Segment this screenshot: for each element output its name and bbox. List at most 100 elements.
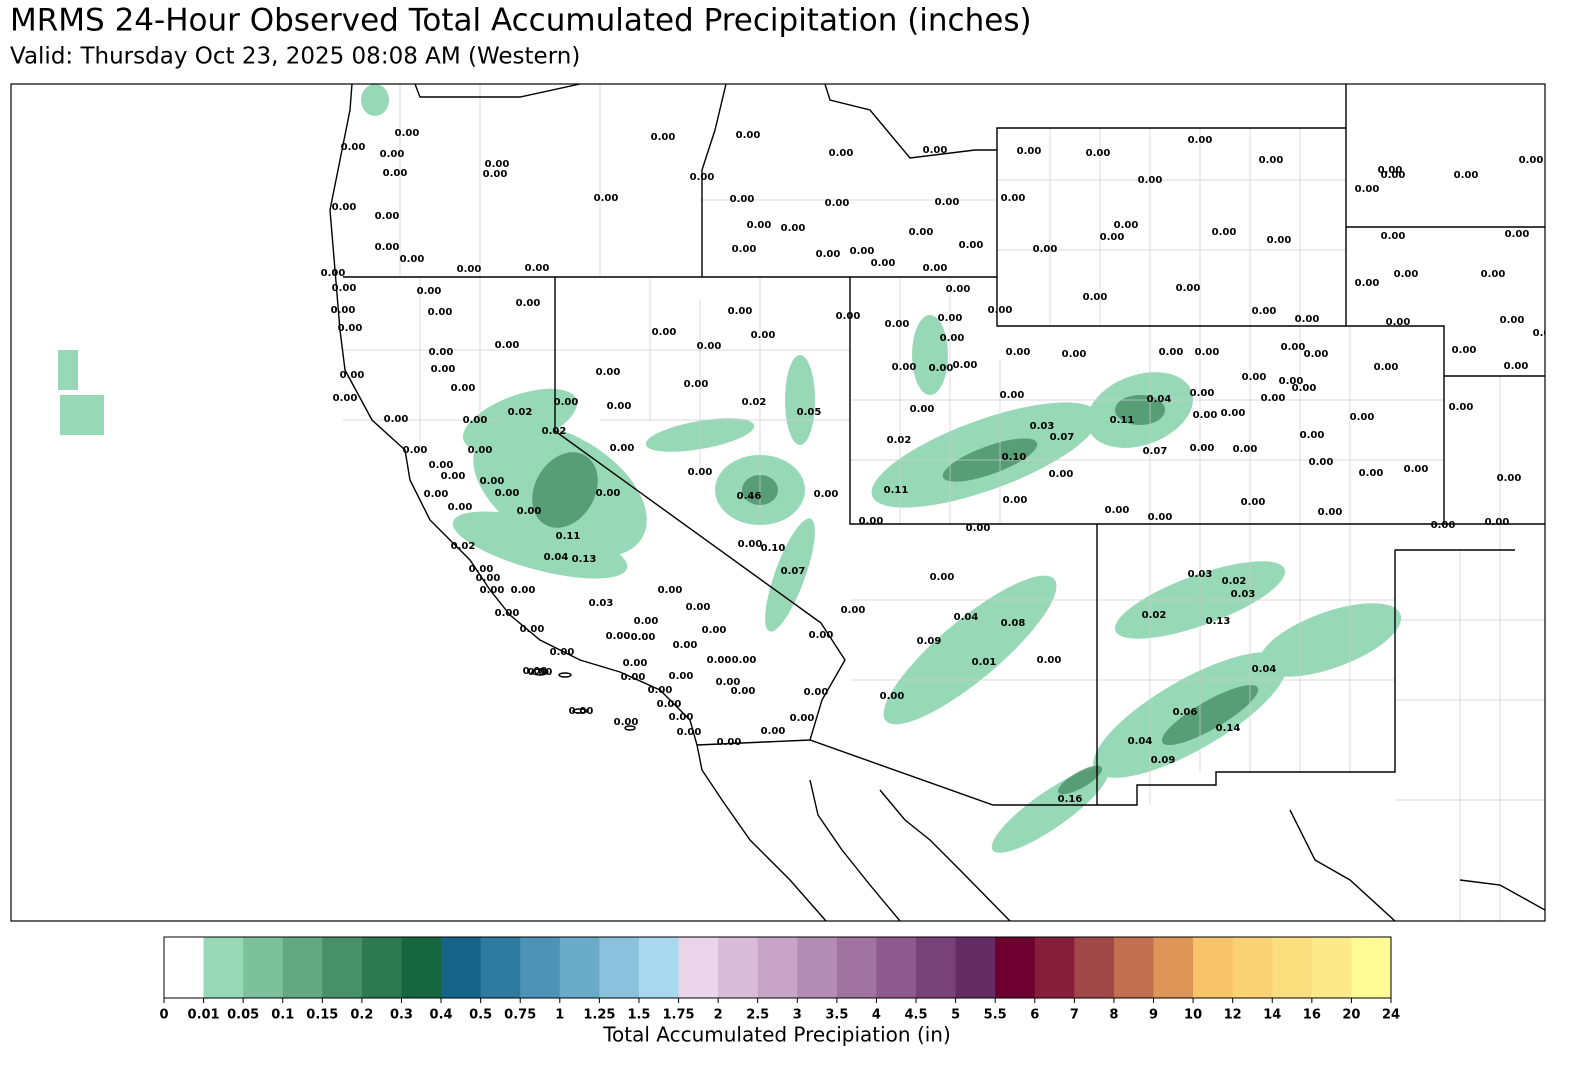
station-label: 0.00 [953,360,978,371]
station-label: 0.00 [1355,184,1380,195]
station-label: 0.00 [657,699,682,710]
station-label: 0.00 [1281,342,1306,353]
station-label: 0.00 [1519,155,1544,166]
station-label: 0.00 [495,340,520,351]
colorbar-swatch [441,937,482,998]
station-label: 0.00 [929,363,954,374]
station-label: 0.00 [790,713,815,724]
station-label: 0.03 [1030,421,1055,432]
colorbar-swatch [876,937,917,998]
station-label: 0.14 [1216,723,1241,734]
station-label: 0.10 [761,543,786,554]
station-label: 0.00 [428,307,453,318]
colorbar-tick-label: 0.2 [350,1008,373,1023]
station-label: 0.00 [923,263,948,274]
station-label: 0.00 [761,726,786,737]
colorbar-swatch [1074,937,1115,998]
colorbar-tick-label: 10 [1184,1008,1202,1023]
station-label: 0.00 [1374,362,1399,373]
station-label: 0.00 [321,268,346,279]
station-label: 0.00 [910,404,935,415]
station-label: 0.00 [738,539,763,550]
station-label: 0.00 [747,220,772,231]
colorbar-tick-label: 1.75 [663,1008,695,1023]
colorbar-tick-label: 6 [1030,1008,1039,1023]
station-label: 0.00 [1242,372,1267,383]
station-label: 0.00 [1504,361,1529,372]
station-label: 0.00 [457,264,482,275]
station-label: 0.00 [550,647,575,658]
colorbar-swatch [401,937,442,998]
title: MRMS 24-Hour Observed Total Accumulated … [10,3,1032,39]
colorbar-tick-label: 0.05 [227,1008,259,1023]
station-label: 0.00 [736,130,761,141]
colorbar-swatch [282,937,323,998]
station-label: 0.00 [880,691,905,702]
station-label: 0.00 [1049,469,1074,480]
station-label: 0.00 [1404,464,1429,475]
colorbar: 0 0.01 0.05 0.1 0.15 0.2 0.3 0.4 0.5 0.75 1 1.25 1.5… [159,936,1400,1023]
station-label: 0.06 [1173,707,1198,718]
station-label: 0.00 [648,685,673,696]
station-label: 0.00 [1159,347,1184,358]
station-label: 0.00 [517,506,542,517]
station-label: 0.00 [940,333,965,344]
colorbar-tick-label: 1.25 [583,1008,615,1023]
colorbar-swatch [164,937,205,998]
station-label: 0.00 [610,443,635,454]
station-label: 0.00 [988,305,1013,316]
colorbar-swatch [718,937,759,998]
station-label: 0.00 [1485,517,1510,528]
station-label: 0.00 [448,502,473,513]
station-label: 0.00 [424,489,449,500]
station-label: 0.00 [1481,269,1506,280]
station-label: 0.00 [859,516,884,527]
station-label: 0.11 [884,485,909,496]
colorbar-swatch [757,937,798,998]
station-label: 0.05 [797,407,822,418]
station-label: 0.00 [1100,232,1125,243]
station-label: 0.00 [1188,135,1213,146]
colorbar-tick-label: 3 [793,1008,802,1023]
colorbar-tick-label: 7 [1070,1008,1079,1023]
colorbar-tick-label: 2 [714,1008,723,1023]
station-label: 0.00 [1454,170,1479,181]
station-labels: 0.020.020.110.04 0.130.020.030.020.050.46… [321,128,1545,805]
colorbar-swatch [1311,937,1352,998]
station-label: 0.00 [417,286,442,297]
colorbar-tick-label: 8 [1109,1008,1118,1023]
station-label: 0.00 [634,616,659,627]
colorbar-swatch [1232,937,1273,998]
station-label: 0.00 [1355,278,1380,289]
station-label: 0.00 [403,445,428,456]
station-label: 0.02 [542,426,567,437]
station-label: 0.00 [1279,376,1304,387]
borders [329,84,1545,921]
station-label: 0.00 [825,198,850,209]
station-label: 0.00 [1003,495,1028,506]
station-label: 0.00 [909,227,934,238]
station-label: 0.00 [1497,473,1522,484]
colorbar-tick-label: 9 [1149,1008,1158,1023]
station-label: 0.00 [1190,388,1215,399]
station-label: 0.00 [669,671,694,682]
station-label: 0.00 [809,630,834,641]
station-label: 0.00 [596,367,621,378]
station-label: 0.04 [544,552,569,563]
station-label: 0.00 [959,240,984,251]
station-label: 0.00 [483,169,508,180]
station-label: 0.00 [332,283,357,294]
station-label: 0.04 [1128,736,1153,747]
station-label: 0.00 [1386,317,1411,328]
colorbar-tick-label: 2.5 [746,1008,769,1023]
station-label: 0.11 [556,531,581,542]
colorbar-tick-label: 4.5 [905,1008,928,1023]
station-label: 0.00 [751,330,776,341]
station-label: 0.00 [1318,507,1343,518]
station-label: 0.00 [480,476,505,487]
colorbar-swatch [995,937,1036,998]
colorbar-tick-label: 0.4 [430,1008,453,1023]
station-label: 0.00 [495,488,520,499]
colorbar-swatch [1034,937,1075,998]
